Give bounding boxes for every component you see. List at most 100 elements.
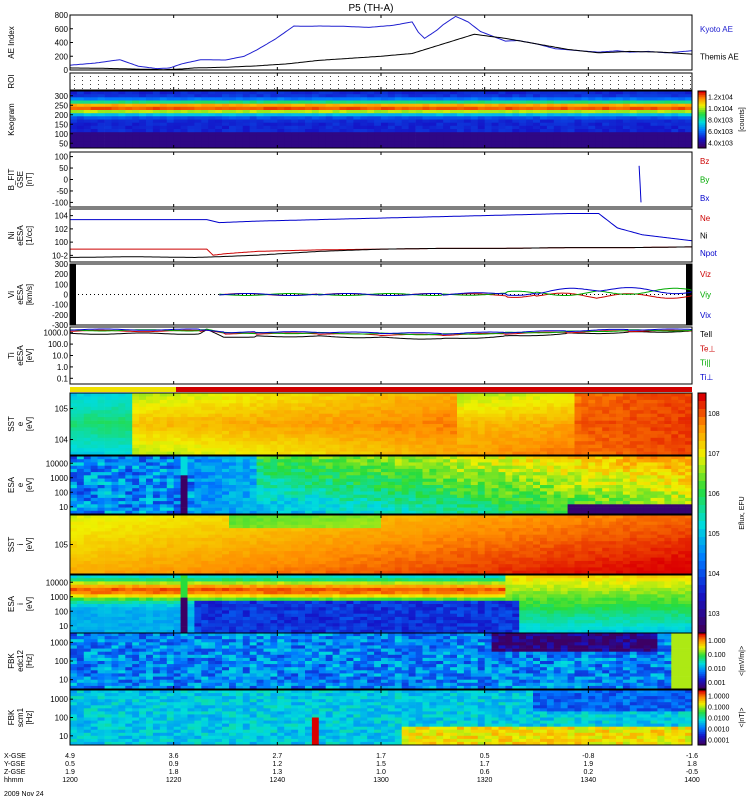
spectrogram-cell [311, 132, 320, 136]
spectrogram-cell [657, 91, 665, 95]
spectrogram-cell [152, 141, 161, 146]
spectrogram-cell [477, 485, 486, 489]
spectrogram-cell [498, 504, 506, 508]
spectrogram-cell [415, 91, 423, 95]
roi-dot [162, 80, 163, 81]
spectrogram-cell [546, 129, 555, 133]
spectrogram-cell [104, 100, 112, 105]
spectrogram-cell [664, 141, 672, 146]
spectrogram-cell [104, 451, 112, 456]
spectrogram-cell [498, 413, 506, 418]
spectrogram-cell [159, 132, 168, 136]
spectrogram-cell [408, 465, 416, 470]
spectrogram-cell [229, 94, 237, 98]
spectrogram-cell [401, 478, 409, 483]
spectrogram-cell [318, 424, 327, 428]
spectrogram-cell [249, 113, 257, 117]
spectrogram-cell [332, 475, 340, 479]
spectrogram-cell [215, 110, 223, 114]
spectrogram-cell [118, 441, 126, 445]
spectrogram-cell [422, 141, 430, 146]
spectrogram-cell [443, 488, 451, 492]
spectrogram-cell [242, 459, 251, 463]
spectrogram-cell [111, 403, 119, 408]
spectrogram-cell [484, 481, 492, 486]
spectrogram-cell [353, 462, 361, 466]
spectrogram-cell [346, 103, 354, 108]
spectrogram-cell [581, 406, 589, 411]
spectrogram-cell [132, 472, 140, 476]
spectrogram-cell [463, 110, 472, 114]
spectrogram-cell [436, 465, 444, 470]
spectrogram-cell [664, 399, 672, 404]
spectrogram-cell [595, 399, 603, 404]
spectrogram-cell [166, 417, 175, 421]
roi-dot [546, 84, 547, 85]
spectrogram-cell [401, 413, 409, 418]
spectrogram-cell [415, 501, 423, 505]
spectrogram-cell [498, 456, 506, 460]
spectrogram-cell [173, 456, 181, 460]
roi-dot [330, 76, 331, 77]
spectrogram-cell [97, 144, 105, 149]
spectrogram-cell [208, 399, 216, 404]
spectrogram-cell [139, 430, 147, 435]
spectrogram-cell [277, 97, 285, 101]
spectrogram-cell [173, 434, 181, 439]
spectrogram-cell [298, 113, 306, 117]
spectrogram-cell [533, 441, 541, 445]
spectrogram-cell [484, 135, 492, 139]
spectrogram-cell [311, 129, 320, 133]
spectrogram-cell [429, 478, 437, 483]
spectrogram-cell [132, 417, 140, 421]
spectrogram-cell [602, 396, 610, 401]
spectrogram-cell [284, 135, 292, 139]
spectrogram-cell [436, 475, 444, 479]
spectrogram-cell [222, 497, 230, 502]
spectrogram-cell [484, 420, 492, 425]
spectrogram-cell [215, 441, 223, 445]
spectrogram-cell [381, 116, 389, 120]
spectrogram-cell [298, 110, 306, 114]
spectrogram-cell [491, 456, 499, 460]
spectrogram-cell [367, 444, 375, 449]
roi-dot [74, 88, 75, 89]
spectrogram-cell [76, 462, 85, 466]
spectrogram-cell [595, 424, 603, 428]
spectrogram-cell [332, 129, 340, 133]
spectrogram-cell [222, 472, 230, 476]
spectrogram-cell [643, 138, 651, 143]
spectrogram-cell [97, 434, 105, 439]
spectrogram-cell [125, 396, 133, 401]
spectrogram-cell [484, 444, 492, 449]
spectrogram-cell [270, 417, 278, 421]
spectrogram-cell [470, 141, 479, 146]
spectrogram-cell [270, 430, 278, 435]
spectrogram-cell [387, 430, 396, 435]
spectrogram-cell [284, 497, 292, 502]
spectrogram-cell [505, 106, 513, 111]
spectrogram-cell [173, 396, 181, 401]
spectrogram-cell [588, 125, 596, 130]
spectrogram-cell [305, 488, 313, 492]
spectrogram-cell [387, 110, 396, 114]
roi-dot [346, 88, 347, 89]
spectrogram-cell [505, 413, 513, 418]
spectrogram-cell [498, 106, 506, 111]
spectrogram-cell [574, 396, 582, 401]
spectrogram-cell [284, 430, 292, 435]
spectrogram-cell [305, 399, 313, 404]
spectrogram-cell [97, 465, 105, 470]
spectrogram-cell [291, 103, 299, 108]
spectrogram-cell [463, 406, 472, 411]
spectrogram-cell [90, 132, 98, 136]
spectrogram-cell [270, 97, 278, 101]
spectrogram-cell [540, 100, 548, 105]
spectrogram-cell [622, 129, 631, 133]
spectrogram-cell [201, 507, 209, 512]
spectrogram-cell [643, 106, 651, 111]
spectrogram-cell [208, 437, 216, 442]
spectrogram-cell [408, 135, 416, 139]
spectrogram-cell [125, 494, 133, 499]
spectrogram-cell [346, 97, 354, 101]
